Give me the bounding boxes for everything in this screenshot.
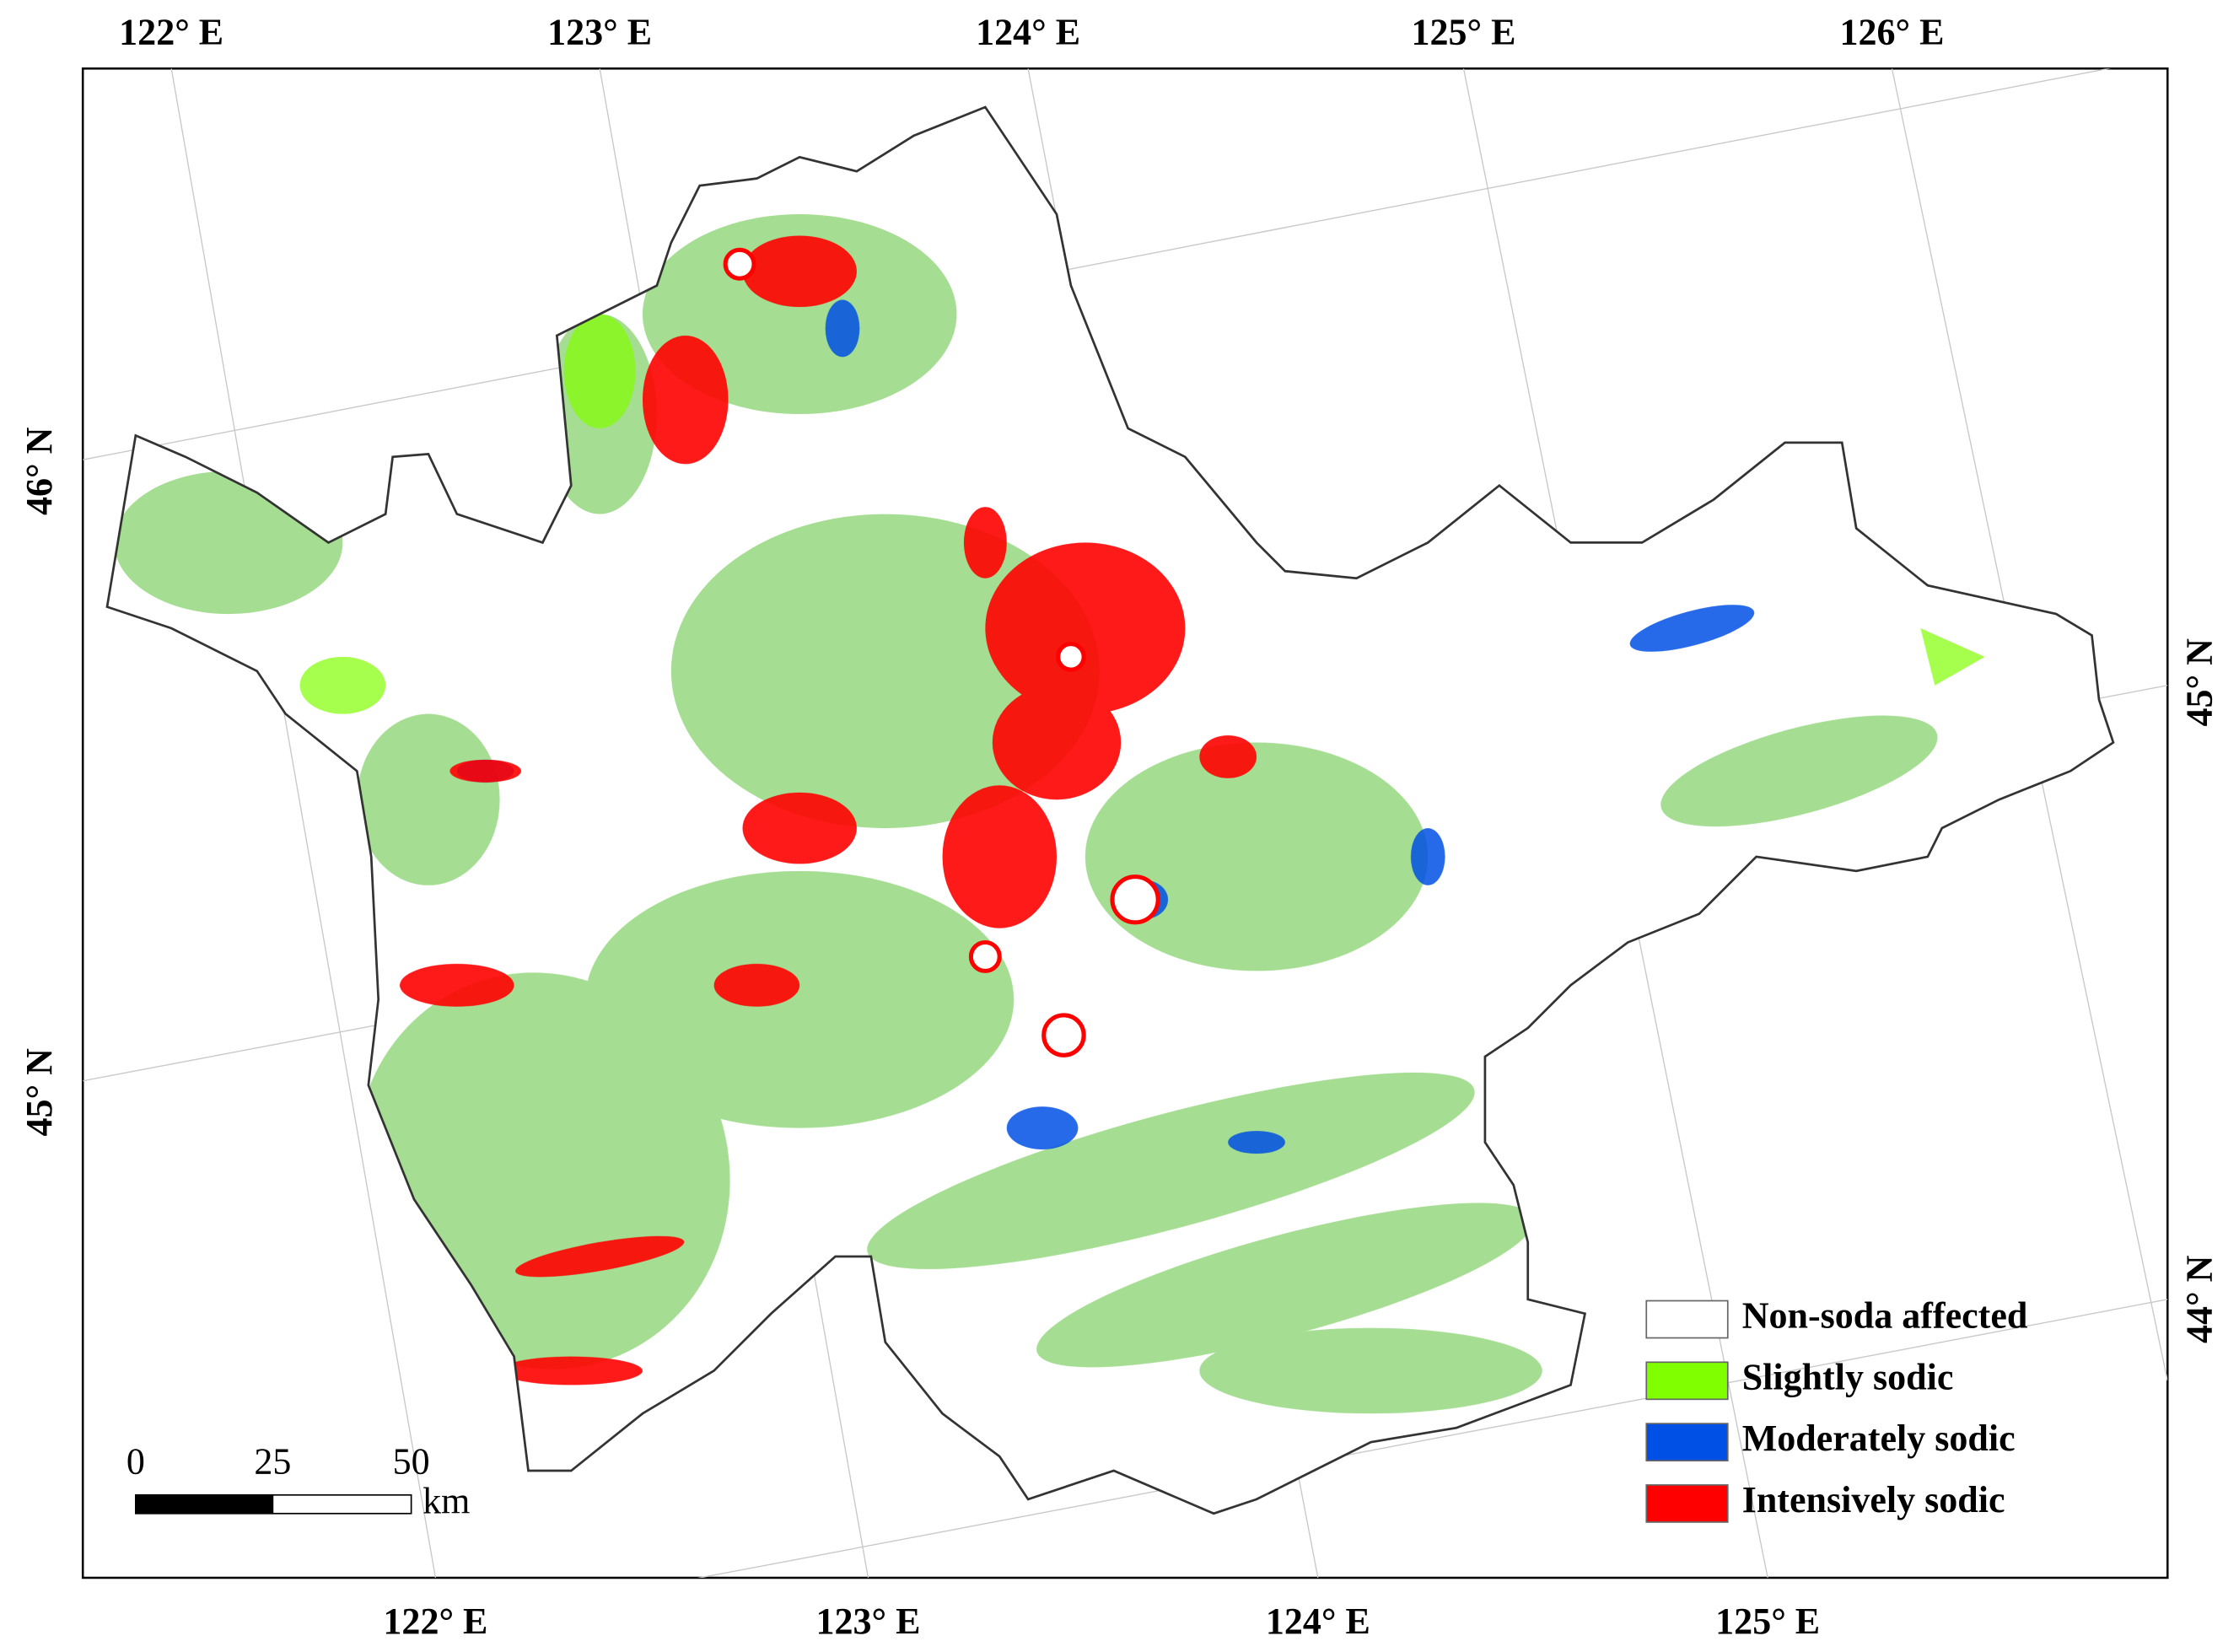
legend-swatch: [1645, 1300, 1729, 1339]
legend-swatch: [1645, 1423, 1729, 1461]
legend-swatch: [1645, 1484, 1729, 1523]
left-label: 45° N: [19, 1048, 60, 1137]
legend-label: Non-soda affected: [1742, 1295, 2028, 1337]
right-label: 44° N: [2179, 1255, 2220, 1343]
scale-label: 0: [126, 1440, 145, 1482]
scale-bar-segment: [272, 1493, 412, 1515]
bottom-label: 125° E: [1715, 1601, 1820, 1642]
top-label: 123° E: [547, 11, 652, 52]
legend-label: Moderately sodic: [1742, 1418, 2016, 1459]
top-label: 126° E: [1839, 11, 1944, 52]
bottom-label: 124° E: [1266, 1601, 1370, 1642]
scale-label: 50: [393, 1440, 430, 1482]
region-boundary: [105, 105, 2115, 1515]
left-label: 46° N: [19, 427, 60, 515]
scale-unit: km: [423, 1481, 470, 1522]
top-label: 124° E: [976, 11, 1080, 52]
legend: Non-soda affected Slightly sodic Moderatel…: [1645, 1295, 2028, 1523]
bottom-label: 123° E: [815, 1601, 920, 1642]
top-label: 125° E: [1412, 11, 1516, 52]
right-label: 45° N: [2179, 638, 2220, 727]
legend-swatch: [1645, 1361, 1729, 1401]
legend-label: Slightly sodic: [1742, 1356, 1954, 1397]
map-body: 122° E 123° E 124° E 125° E 126° E 122° …: [19, 11, 2220, 1642]
scale-label: 25: [254, 1440, 291, 1482]
top-label: 122° E: [119, 11, 223, 52]
scale-bar-segment: [135, 1493, 274, 1515]
legend-label: Intensively sodic: [1742, 1479, 2005, 1520]
bottom-label: 122° E: [383, 1601, 487, 1642]
